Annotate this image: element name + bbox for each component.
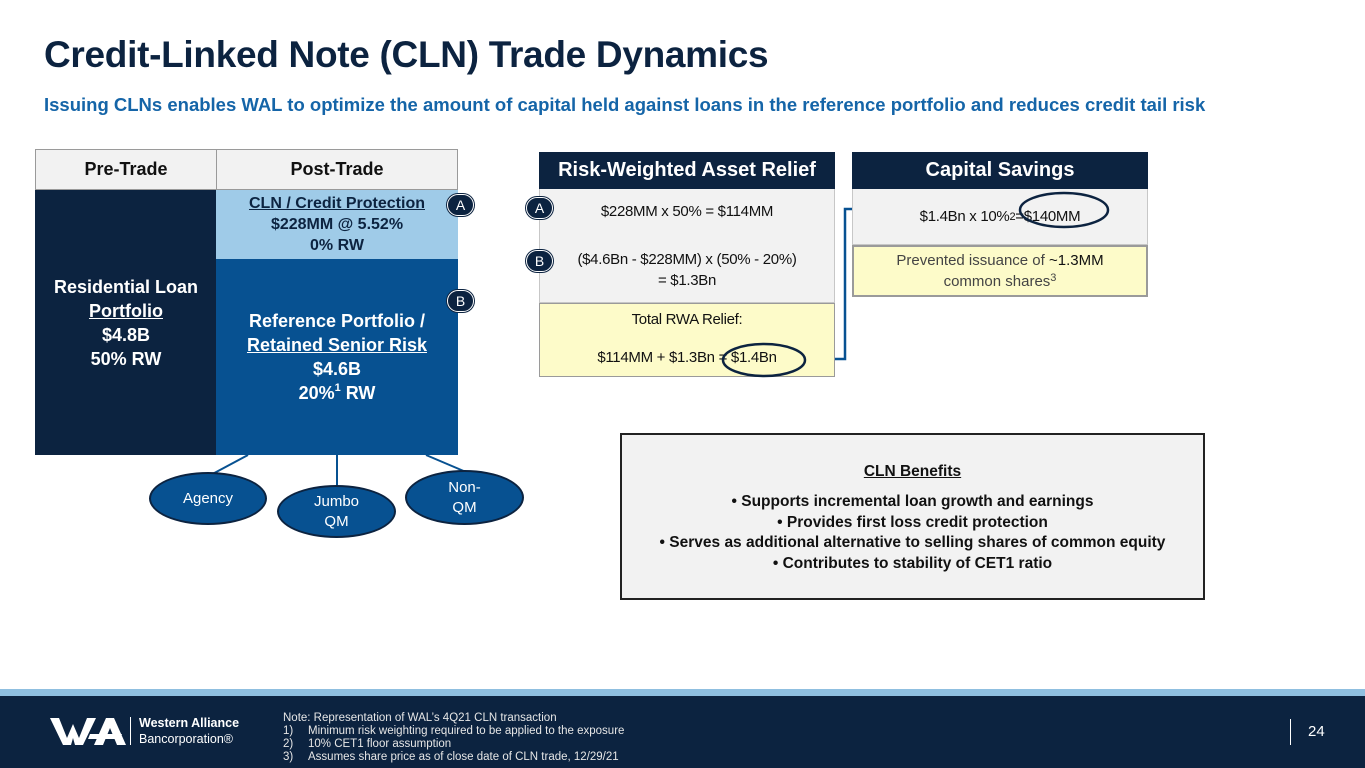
page-subtitle: Issuing CLNs enables WAL to optimize the… (44, 94, 1206, 115)
segment-non-qm: Non- QM (405, 470, 524, 525)
page-title: Credit-Linked Note (CLN) Trade Dynamics (44, 34, 769, 75)
reference-rw-suffix: RW (340, 383, 376, 403)
segment-jumbo-line2: QM (324, 512, 349, 530)
page-number: 24 (1308, 723, 1325, 740)
footer-bar (0, 696, 1365, 768)
benefit-text: Contributes to stability of CET1 ratio (782, 554, 1053, 572)
benefit-text: Serves as additional alternative to sell… (669, 534, 1166, 551)
rwa-relief-header: Risk-Weighted Asset Relief (539, 152, 835, 189)
segment-nonqm-line2: QM (452, 498, 477, 516)
benefit-text: Supports incremental loan growth and ear… (741, 493, 1094, 510)
reference-line2: Retained Senior Risk (246, 335, 428, 355)
list-item: • Contributes to stability of CET1 ratio (772, 554, 1053, 572)
total-rwa-label: Total RWA Relief: (631, 311, 743, 328)
prevented-issuance-line1: Prevented issuance of ~1.3MM (896, 250, 1103, 271)
list-item: • Provides first loss credit protection (777, 513, 1048, 531)
logo-name: Western Alliance (139, 716, 240, 730)
prevented-issuance-text: Prevented issuance of (896, 252, 1049, 269)
western-alliance-logo-icon (50, 718, 126, 745)
footnote-text: Assumes share price as of close date of … (308, 751, 619, 763)
footnote-1: 1) Minimum risk weighting required to be … (283, 725, 624, 738)
total-rwa-value: $1.4Bn (730, 349, 777, 366)
logo-subname: Bancorporation® (139, 732, 233, 746)
capital-calc-value: $140MM (1023, 208, 1081, 225)
pre-trade-header: Pre-Trade (35, 149, 217, 190)
footnote-text: 10% CET1 floor assumption (308, 738, 452, 750)
residential-line1: Residential Loan (53, 276, 199, 297)
footnote-ref-3: 3 (1050, 272, 1057, 284)
post-trade-header: Post-Trade (216, 149, 458, 190)
footnote-text: Minimum risk weighting required to be ap… (308, 725, 625, 737)
cln-line2: $228MM @ 5.52% (270, 216, 404, 233)
capital-savings-header: Capital Savings (852, 152, 1148, 189)
cln-credit-protection-block: CLN / Credit Protection $228MM @ 5.52% 0… (216, 190, 458, 259)
prevented-issuance-shares: common shares (943, 273, 1051, 290)
total-rwa-calc-text: $114MM + $1.3Bn = (597, 349, 731, 366)
residential-loan-portfolio-block: Residential Loan Portfolio $4.8B 50% RW (35, 190, 217, 455)
footnotes: Note: Representation of WAL’s 4Q21 CLN t… (283, 712, 624, 764)
reference-portfolio-block: Reference Portfolio / Retained Senior Ri… (216, 259, 458, 455)
capital-calc-text: $1.4Bn x 10% (919, 208, 1010, 225)
prevented-issuance-value: ~1.3MM (1048, 252, 1104, 269)
footnote-ref-2: 2 (1009, 210, 1016, 223)
rwa-line-a: $228MM x 50% = $114MM (600, 203, 774, 220)
footnote-ref-1: 1 (334, 382, 341, 394)
segment-agency: Agency (149, 472, 267, 525)
footnote-title: Note: Representation of WAL’s 4Q21 CLN t… (283, 712, 557, 724)
capital-savings-calc: $1.4Bn x 10% 2 = $140MM (852, 189, 1148, 245)
capital-calc-eq: = (1015, 208, 1024, 225)
rwa-line-b1: ($4.6Bn - $228MM) x (50% - 20%) (577, 251, 797, 268)
footnote-3: 3) Assumes share price as of close date o… (283, 751, 624, 764)
segment-jumbo-line1: Jumbo (313, 492, 360, 510)
marker-a-rwa: A (526, 197, 553, 219)
segment-nonqm-line1: Non- (448, 478, 481, 496)
total-rwa-relief: Total RWA Relief: $114MM + $1.3Bn = $1.4… (539, 303, 835, 377)
total-rwa-calc: $114MM + $1.3Bn = $1.4Bn (540, 348, 834, 368)
segment-jumbo-qm: Jumbo QM (277, 485, 396, 538)
reference-rw-value: 20% (298, 383, 335, 403)
cln-benefits-title: CLN Benefits (863, 463, 962, 480)
page-number-divider (1290, 719, 1291, 745)
list-item: • Serves as additional alternative to se… (659, 534, 1166, 551)
rwa-line-b2: = $1.3Bn (657, 272, 717, 289)
cln-benefits-box: CLN Benefits • Supports incremental loan… (620, 433, 1205, 600)
residential-rw: 50% RW (90, 348, 162, 369)
rwa-relief-body: $228MM x 50% = $114MM ($4.6Bn - $228MM) … (539, 189, 835, 303)
logo-divider (130, 717, 131, 745)
cln-benefits-list: • Supports incremental loan growth and e… (622, 492, 1203, 574)
footnote-2: 2) 10% CET1 floor assumption (283, 738, 624, 751)
marker-b-left: B (447, 290, 474, 312)
prevented-issuance-note: Prevented issuance of ~1.3MM common shar… (852, 245, 1148, 297)
reference-amount: $4.6B (312, 359, 362, 379)
list-item: • Supports incremental loan growth and e… (731, 493, 1094, 510)
footnote-num: 2) (283, 738, 294, 750)
residential-amount: $4.8B (101, 324, 151, 345)
footnote-num: 3) (283, 751, 294, 763)
segment-agency-label: Agency (182, 489, 234, 507)
marker-b-rwa: B (526, 250, 553, 272)
cln-line3: 0% RW (310, 237, 364, 254)
prevented-issuance-line2: common shares3 (944, 271, 1057, 292)
reference-line1: Reference Portfolio / (248, 311, 426, 331)
benefit-text: Provides first loss credit protection (786, 513, 1048, 531)
footnote-num: 1) (283, 725, 294, 737)
footer-stripe (0, 689, 1365, 696)
cln-line1: CLN / Credit Protection (248, 195, 425, 212)
residential-line2: Portfolio (89, 300, 163, 321)
marker-a-left: A (447, 194, 474, 216)
reference-rw: 20%1 RW (299, 381, 376, 405)
